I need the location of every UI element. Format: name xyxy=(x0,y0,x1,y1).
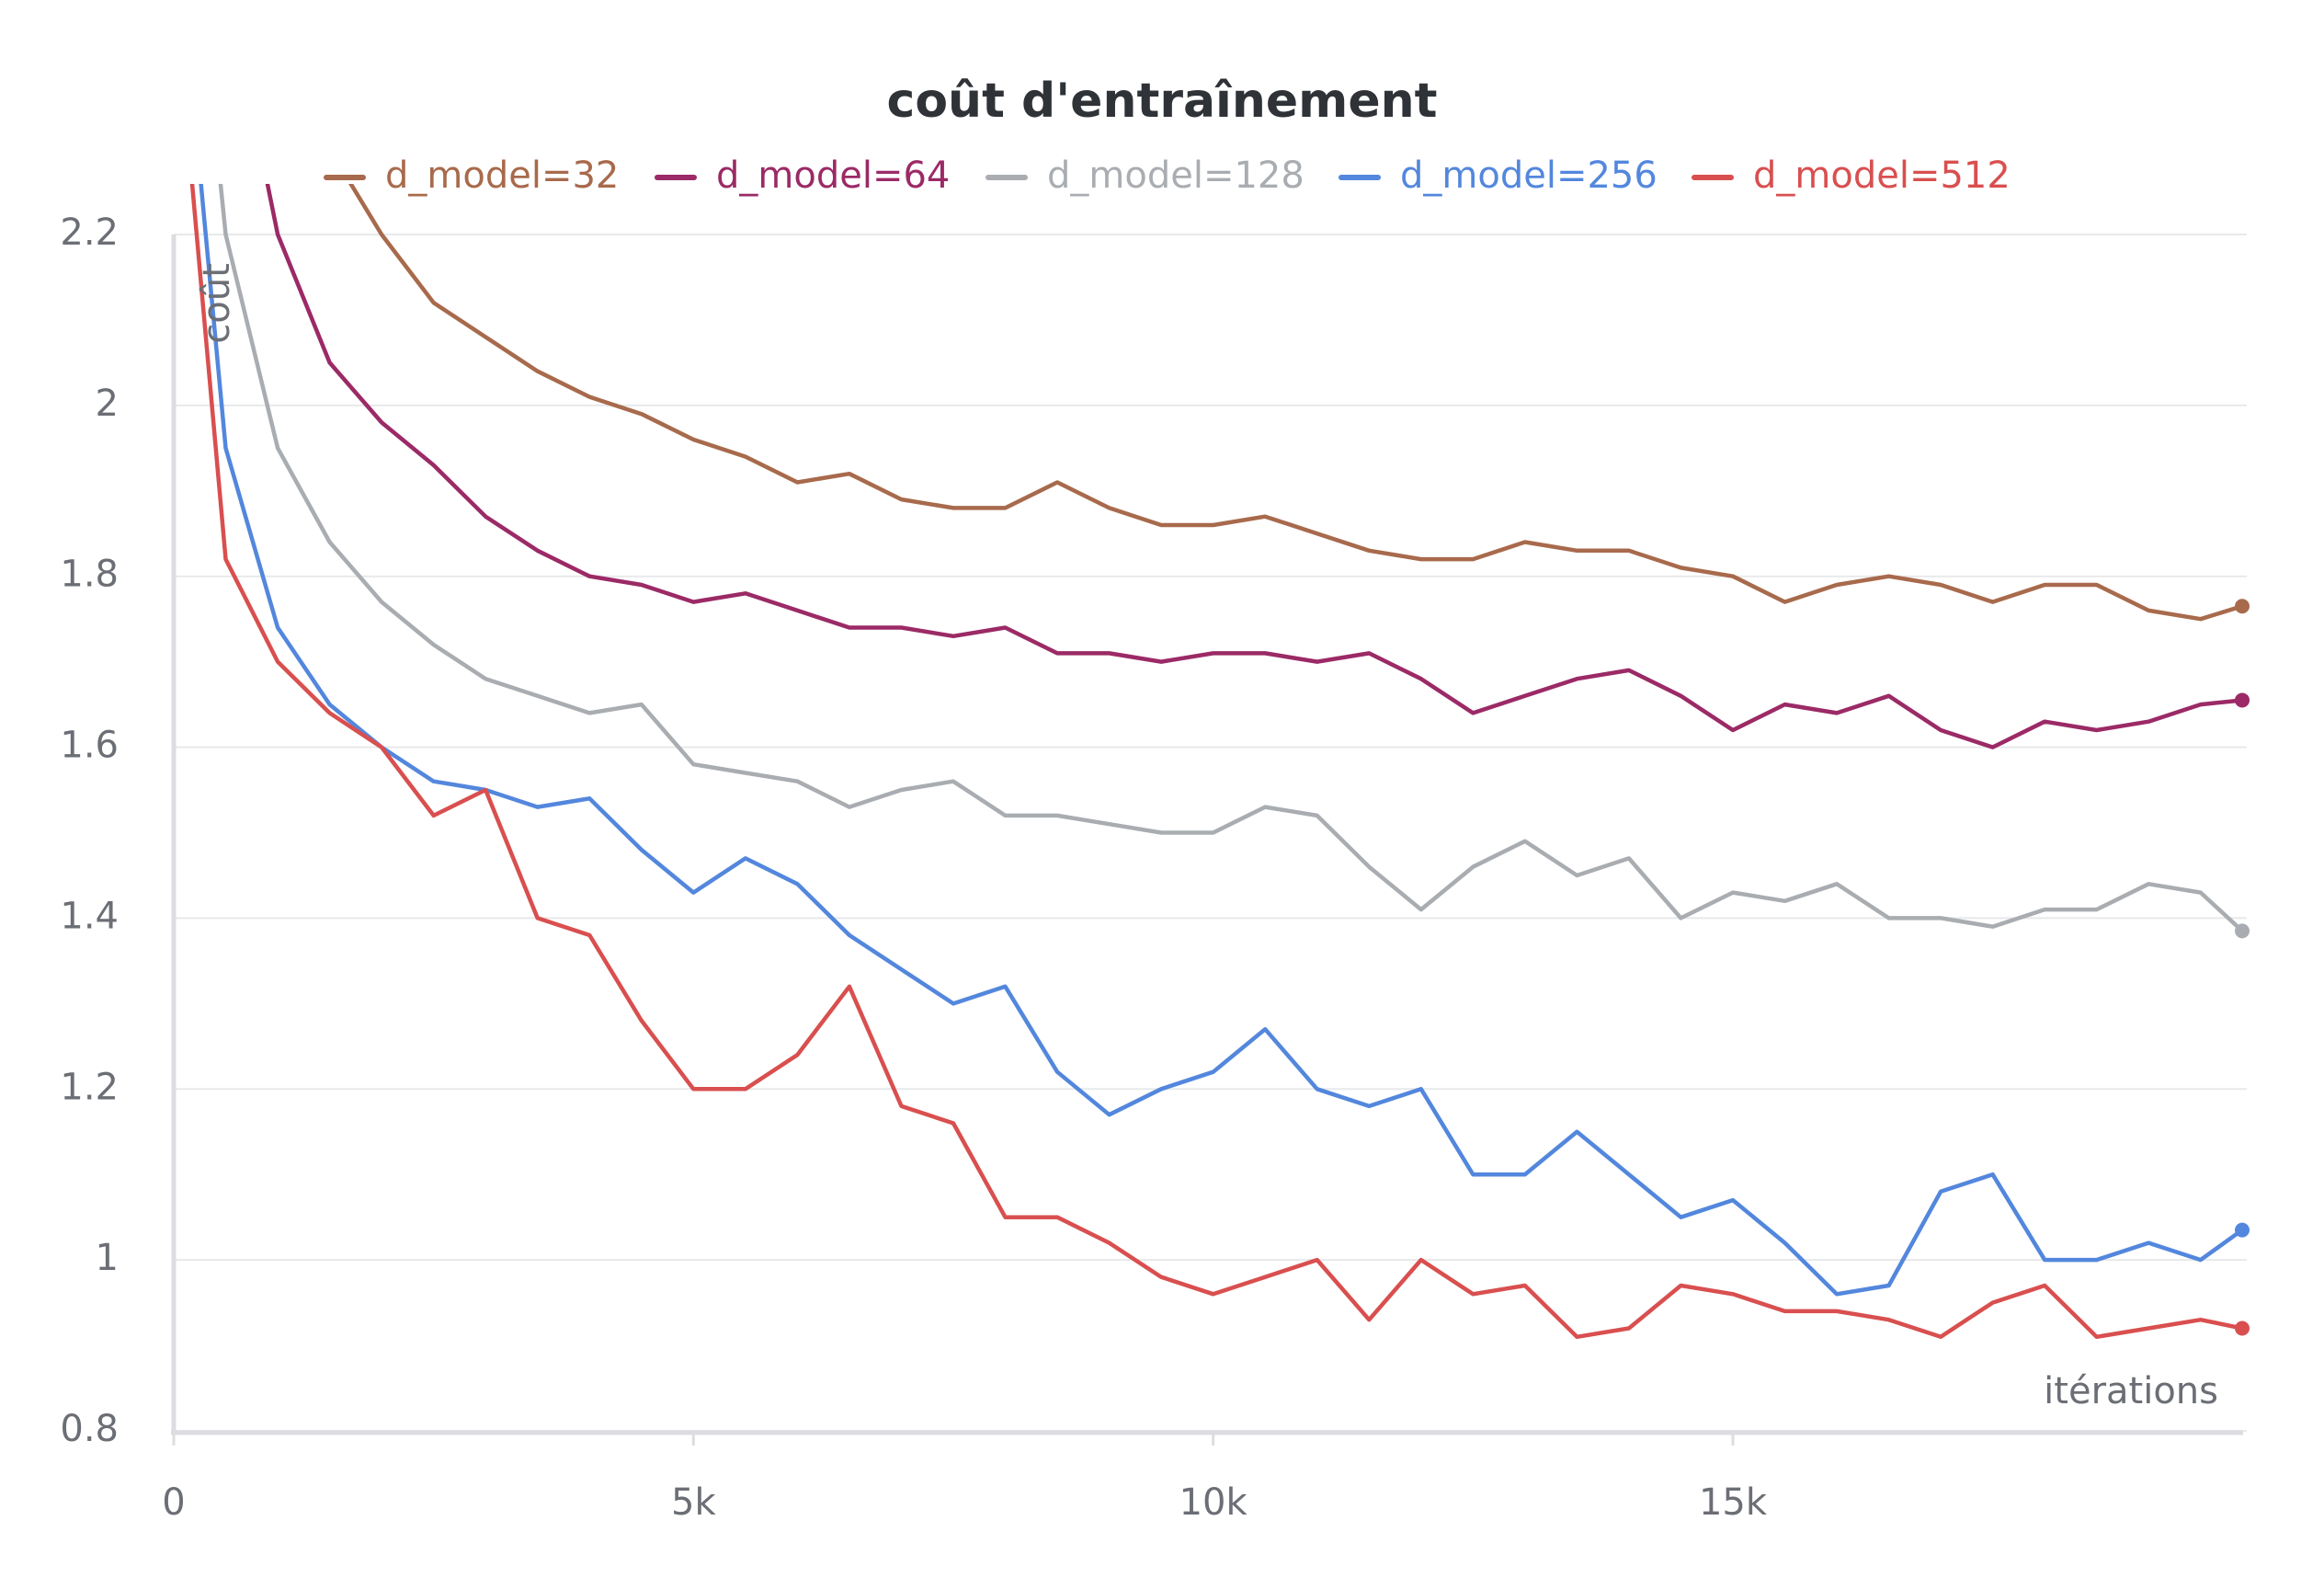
y-tick-label: 1.6 xyxy=(60,725,119,767)
x-tick-label: 5k xyxy=(671,1481,716,1524)
end-dot xyxy=(2235,599,2250,614)
legend: d_model=32 d_model=64 d_model=128 d_model=2… xyxy=(324,154,2011,197)
series-line xyxy=(348,184,2243,622)
legend-label: d_model=512 xyxy=(1753,154,2011,197)
y-tick-label: 2.2 xyxy=(60,211,119,254)
y-tick-label: 1.8 xyxy=(60,554,119,596)
y-tick-label: 2 xyxy=(96,383,119,425)
legend-label: d_model=128 xyxy=(1047,154,1304,197)
legend-label: d_model=32 xyxy=(385,154,619,197)
series-line xyxy=(199,184,2244,1297)
y-tick-label: 1 xyxy=(96,1237,119,1279)
plot-area xyxy=(189,184,2244,1340)
chart-title: coût d'entraînement xyxy=(887,74,1438,129)
end-dot xyxy=(2235,1222,2250,1238)
series-line xyxy=(189,184,2243,1340)
series-line xyxy=(218,184,2244,933)
x-tick-label: 10k xyxy=(1179,1481,1248,1524)
y-tick-label: 0.8 xyxy=(60,1408,119,1450)
x-axis-title: itérations xyxy=(2044,1370,2218,1412)
grid xyxy=(174,234,2247,1432)
x-tick-label: 0 xyxy=(162,1481,185,1524)
y-tick-label: 1.2 xyxy=(60,1066,119,1108)
end-dot xyxy=(2235,923,2250,939)
y-tick-label: 1.4 xyxy=(60,895,119,937)
x-tick-label: 15k xyxy=(1699,1481,1768,1524)
legend-label: d_model=64 xyxy=(716,154,950,197)
y-axis-title: coût xyxy=(196,263,238,344)
end-dot xyxy=(2235,1320,2250,1336)
series-line xyxy=(265,184,2243,749)
legend-label: d_model=256 xyxy=(1400,154,1658,197)
end-dot xyxy=(2235,692,2250,708)
